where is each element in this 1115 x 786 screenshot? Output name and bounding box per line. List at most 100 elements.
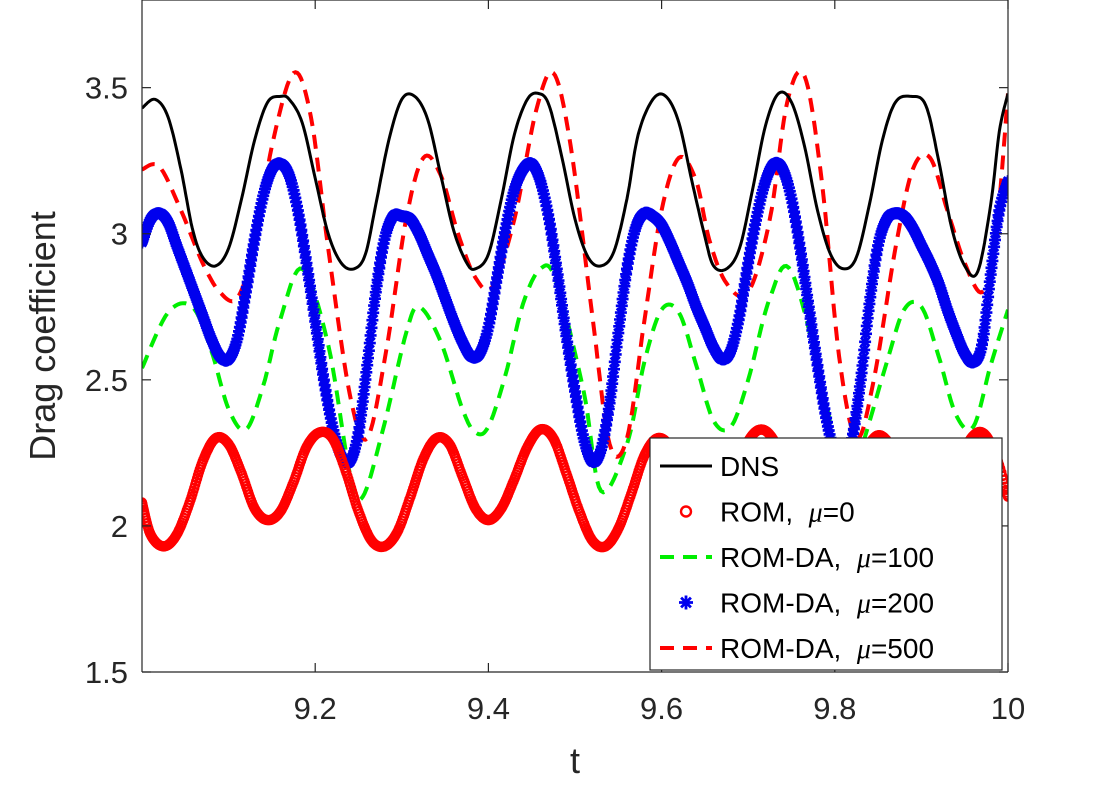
data-point-rom-da-mu-200 (557, 311, 570, 324)
data-point-rom-da-mu-200 (362, 352, 374, 365)
data-point-rom-da-mu-200 (606, 377, 619, 390)
legend-swatch (679, 595, 693, 610)
legend-item-rom-da-mu-500: ROM-DA, μ=500 (660, 633, 934, 665)
data-point-rom-da-mu-200 (362, 344, 375, 357)
data-point-rom-da-mu-200 (608, 363, 620, 376)
data-point-rom-da-mu-200 (864, 291, 877, 304)
data-point-rom-da-mu-200 (863, 297, 876, 310)
data-point-rom-da-mu-200 (608, 355, 621, 368)
data-point-rom-da-mu-200 (866, 278, 878, 290)
data-point-rom-da-mu-200 (558, 318, 571, 330)
data-point-rom-da-mu-200 (365, 321, 378, 334)
data-point-rom-da-mu-200 (855, 366, 868, 379)
data-point-rom-da-mu-200 (610, 341, 623, 354)
y-tick-label: 2 (111, 509, 128, 544)
y-tick-label: 2.5 (85, 363, 128, 398)
data-point-rom-da-mu-200 (616, 293, 629, 306)
data-point-rom-da-mu-200 (989, 227, 1002, 240)
legend-label: DNS (720, 451, 779, 482)
data-point-rom-da-mu-200 (982, 290, 995, 303)
data-point-rom-da-mu-200 (853, 380, 866, 393)
series-line-rom-da-mu-500 (142, 69, 1008, 459)
data-point-rom-da-mu-200 (987, 247, 1000, 260)
data-point-rom-da-mu-200 (981, 298, 994, 311)
legend-label-mu: μ=100 (856, 542, 934, 574)
legend-label-text: ROM-DA, (720, 542, 857, 573)
series-line-dns (142, 90, 1008, 278)
data-point-rom-da-mu-200 (852, 393, 865, 406)
data-point-rom-da-mu-200 (986, 254, 999, 267)
x-tick-label: 10 (991, 691, 1025, 726)
data-point-rom-da-mu-200 (369, 292, 381, 305)
data-point-rom-da-mu-200 (611, 334, 624, 346)
data-point-rom-da-mu-200 (604, 391, 617, 404)
legend-label: ROM-DA, μ=100 (720, 542, 934, 574)
legend-box (649, 437, 1003, 671)
data-point-rom-da-mu-200 (989, 233, 1001, 246)
series-rom-da-mu-500 (142, 69, 1008, 459)
legend: DNS ROM, μ=0 ROM-DA, μ=100 ROM-DA, μ=200 ROM… (649, 437, 1003, 671)
data-point-rom-da-mu-200 (613, 320, 626, 333)
data-point-rom-da-mu-200 (862, 304, 875, 317)
data-point-rom-da-mu-200 (856, 359, 869, 372)
data-point-rom-da-mu-200 (850, 406, 863, 419)
data-point-rom-da-mu-200 (861, 312, 874, 325)
data-point-rom-da-mu-200 (369, 286, 382, 299)
data-point-rom-da-mu-200 (857, 351, 870, 364)
legend-item-rom-mu-0: ROM, μ=0 (679, 497, 855, 529)
series-layer (142, 69, 1008, 553)
series-dns (142, 90, 1008, 278)
data-point-rom-da-mu-200 (607, 370, 620, 383)
data-point-rom-da-mu-200 (356, 402, 368, 415)
legend-label: ROM-DA, μ=200 (720, 588, 934, 620)
legend-swatch (679, 505, 693, 518)
data-point-rom-da-mu-200 (860, 327, 872, 340)
data-point-rom-da-mu-200 (357, 388, 370, 401)
y-tick-label: 3.5 (85, 71, 128, 106)
data-point-rom-da-mu-200 (555, 293, 568, 305)
data-point-rom-da-mu-200 (854, 373, 867, 386)
data-point-rom-da-mu-200 (615, 299, 628, 312)
data-point-rom-da-mu-200 (979, 314, 992, 327)
legend-item-dns: DNS (660, 451, 779, 482)
data-point-rom-da-mu-200 (605, 384, 618, 397)
x-axis-title: t (570, 740, 580, 781)
data-point-rom-da-mu-200 (556, 299, 568, 312)
data-point-rom-da-mu-200 (355, 409, 368, 422)
data-point-rom-da-mu-200 (858, 343, 871, 356)
data-point-rom-da-mu-200 (368, 299, 381, 312)
data-point-rom-da-mu-200 (367, 306, 380, 319)
data-point-rom-da-mu-200 (978, 321, 991, 334)
legend-label: ROM, μ=0 (720, 497, 855, 529)
data-point-rom-da-mu-200 (980, 306, 993, 319)
data-point-rom-da-mu-200 (360, 366, 373, 379)
data-point-rom-da-mu-200 (614, 306, 627, 319)
x-tick-label: 9.6 (640, 691, 683, 726)
data-point-rom-da-mu-200 (865, 284, 878, 297)
legend-label-mu: μ=500 (856, 633, 934, 665)
data-point-rom-da-mu-200 (982, 283, 995, 296)
data-point-rom-da-mu-200 (984, 268, 997, 281)
data-point-rom-da-mu-200 (617, 286, 630, 299)
data-point-rom-da-mu-200 (853, 387, 865, 400)
data-point-rom-da-mu-200 (612, 327, 625, 340)
data-point-rom-da-mu-200 (364, 329, 377, 342)
data-point-rom-da-mu-200 (361, 359, 374, 372)
legend-label-text: ROM-DA, (720, 633, 857, 664)
data-point-rom-da-mu-200 (603, 397, 616, 410)
legend-item-rom-da-mu-200: ROM-DA, μ=200 (679, 588, 934, 620)
y-tick-label: 1.5 (85, 655, 128, 690)
data-point-rom-da-mu-200 (359, 373, 372, 386)
data-point-rom-da-mu-200 (977, 328, 990, 340)
data-point-rom-da-mu-200 (609, 348, 622, 361)
x-tick-label: 9.4 (467, 691, 510, 726)
data-point-rom-da-mu-200 (356, 395, 369, 408)
axes-layer: 9.2 9.4 9.6 9.8 10 1.5 2 2.5 3 3.5 (85, 0, 1025, 726)
legend-label: ROM-DA, μ=500 (720, 633, 934, 665)
legend-item-rom-da-mu-100: ROM-DA, μ=100 (660, 542, 934, 574)
x-tick-label: 9.2 (294, 691, 337, 726)
data-point-rom-da-mu-200 (618, 280, 631, 293)
data-point-rom-da-mu-200 (983, 275, 996, 288)
data-point-rom-da-mu-200 (859, 335, 872, 348)
legend-label-text: DNS (720, 451, 779, 482)
